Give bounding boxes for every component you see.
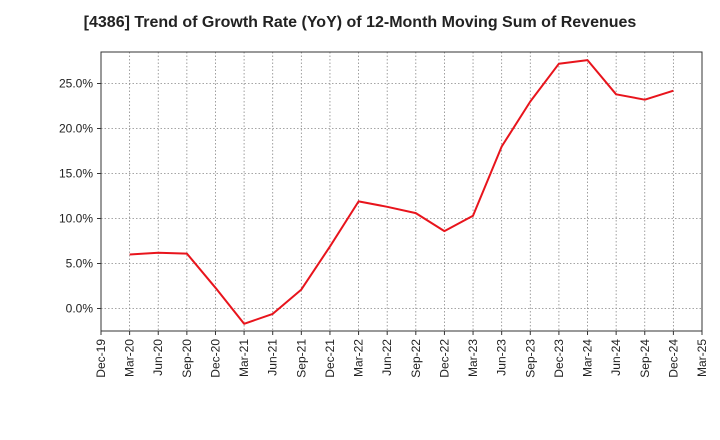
x-tick-label: Dec-24 <box>666 339 680 378</box>
x-tick-label: Jun-21 <box>266 339 280 376</box>
y-tick-label: 5.0% <box>66 257 94 271</box>
x-tick-label: Dec-21 <box>323 339 337 378</box>
series-line <box>129 59 674 325</box>
x-tick-label: Sep-22 <box>409 339 423 378</box>
x-tick-label: Mar-25 <box>695 339 709 377</box>
plot-frame <box>100 51 703 332</box>
x-tick-label: Jun-22 <box>380 339 394 376</box>
x-tick-label: Dec-23 <box>552 339 566 378</box>
chart-title: [4386] Trend of Growth Rate (YoY) of 12-… <box>83 14 637 31</box>
y-tick-label: 15.0% <box>59 167 93 181</box>
x-tick-label: Sep-21 <box>294 339 308 378</box>
x-tick-label: Mar-21 <box>237 339 251 377</box>
y-tick-label: 0.0% <box>66 302 94 316</box>
x-tick-label: Jun-23 <box>495 339 509 376</box>
x-tick-label: Mar-24 <box>581 339 595 377</box>
x-tick-label: Jun-20 <box>151 339 165 376</box>
x-tick-label: Mar-23 <box>466 339 480 377</box>
x-tick-label: Mar-20 <box>123 339 137 377</box>
x-tick-label: Dec-20 <box>208 339 222 378</box>
y-tick-label: 20.0% <box>59 122 93 136</box>
x-tick-label: Dec-22 <box>437 339 451 378</box>
x-tick-label: Sep-23 <box>523 339 537 378</box>
y-tick-label: 10.0% <box>59 212 93 226</box>
y-tick-label: 25.0% <box>59 77 93 91</box>
x-tick-label: Sep-20 <box>180 339 194 378</box>
x-tick-label: Mar-22 <box>352 339 366 377</box>
x-tick-label: Jun-24 <box>609 339 623 376</box>
x-tick-label: Dec-19 <box>94 339 108 378</box>
x-tick-label: Sep-24 <box>638 339 652 378</box>
